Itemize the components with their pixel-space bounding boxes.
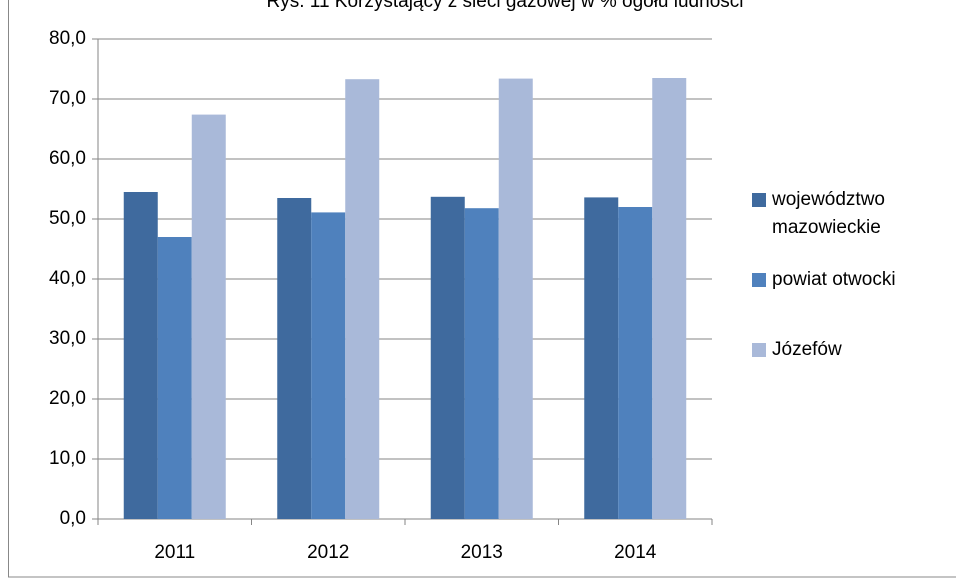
- bar: [584, 197, 619, 519]
- y-tick-label: 80,0: [49, 28, 86, 49]
- frame: [8, 0, 956, 578]
- x-tick-label: 2013: [461, 542, 503, 563]
- legend-label: województwo mazowieckie: [772, 189, 885, 238]
- bar: [498, 78, 533, 519]
- y-tick-label: 50,0: [49, 208, 86, 229]
- y-tick-label: 0,0: [60, 508, 86, 529]
- x-tick-label: 2012: [307, 542, 349, 563]
- bar: [464, 208, 499, 519]
- bar: [345, 79, 380, 519]
- bar: [652, 78, 687, 519]
- x-tick-label: 2014: [614, 542, 657, 563]
- y-tick-label: 60,0: [49, 148, 86, 169]
- bar: [157, 237, 192, 519]
- x-tick-label: 2011: [154, 542, 195, 563]
- legend-item: Józefów: [752, 336, 937, 364]
- legend-item: województwo mazowieckie: [752, 186, 937, 242]
- legend-swatch: [752, 343, 766, 357]
- bar: [277, 198, 312, 519]
- legend-swatch: [752, 193, 766, 207]
- legend-swatch: [752, 273, 766, 287]
- chart-title: Rys. 11 Korzystający z sieci gazowej w %…: [267, 0, 744, 12]
- legend-label: Józefów: [772, 339, 842, 360]
- y-tick-label: 20,0: [49, 388, 86, 409]
- y-tick-label: 70,0: [49, 88, 86, 109]
- bar: [311, 212, 346, 519]
- bar: [430, 196, 465, 520]
- y-tick-label: 30,0: [49, 328, 86, 349]
- y-tick-label: 40,0: [49, 268, 86, 289]
- legend-item: powiat otwocki: [752, 266, 937, 294]
- bar: [123, 192, 158, 519]
- bar: [191, 114, 226, 519]
- legend-label: powiat otwocki: [772, 269, 896, 290]
- y-tick-label: 10,0: [49, 448, 86, 469]
- bar: [618, 207, 653, 519]
